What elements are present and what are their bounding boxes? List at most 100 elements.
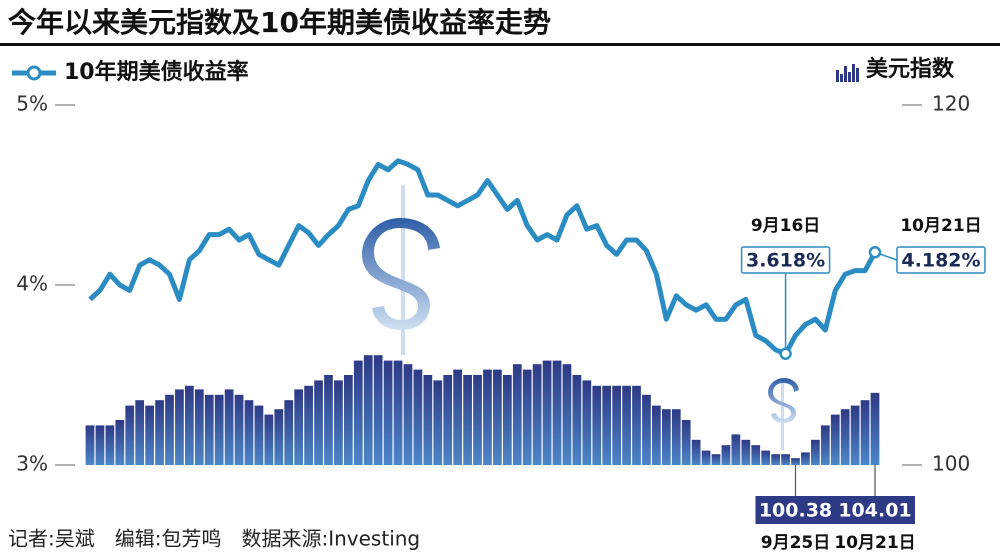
legend-swatch: [856, 68, 859, 82]
legend-label: 美元指数: [866, 56, 955, 82]
bar: [403, 364, 413, 465]
y2-tick-label: 120: [932, 92, 970, 116]
bar: [781, 454, 790, 465]
bar: [85, 425, 95, 465]
callout-box: [896, 246, 986, 274]
bar: [771, 454, 781, 465]
bar: [612, 385, 622, 465]
bar: [801, 452, 810, 465]
legend-swatch: [840, 74, 843, 82]
date-label: 10月21日: [900, 216, 981, 236]
bar: [731, 434, 741, 465]
bar: [751, 445, 761, 465]
bar: [393, 360, 403, 465]
bar: [254, 405, 264, 465]
legend-swatch: [844, 66, 847, 82]
bar: [632, 385, 641, 465]
bar: [304, 385, 313, 465]
bar: [860, 400, 870, 465]
callout-box: [740, 246, 831, 274]
bar: [483, 369, 492, 465]
y-tick-label: 3%: [16, 452, 48, 476]
value-label: 100.38: [759, 500, 832, 522]
bar: [264, 414, 274, 465]
bar: [115, 420, 125, 465]
bar: [582, 380, 592, 465]
bar: [493, 369, 502, 465]
bar: [334, 380, 343, 465]
bar: [602, 385, 612, 465]
bar: [761, 450, 771, 465]
legend-swatch: [852, 64, 855, 82]
bar: [343, 375, 353, 465]
bar: [721, 445, 731, 465]
bar: [165, 394, 174, 465]
footer: 记者:吴斌 编辑:包芳鸣 数据来源:Investing: [8, 527, 420, 551]
bar: [552, 360, 562, 465]
point-marker: [779, 347, 792, 361]
bar: [542, 360, 552, 465]
bar: [463, 375, 472, 465]
bar: [234, 394, 244, 465]
bar: [502, 375, 512, 465]
callout-box: [755, 496, 836, 524]
bar: [870, 392, 880, 465]
bar: [413, 369, 423, 465]
y2-tick-label: 100: [932, 452, 970, 476]
bar: [453, 369, 463, 465]
bar: [811, 439, 820, 465]
bar: [184, 385, 194, 465]
bar: [642, 394, 651, 465]
bar: [791, 458, 800, 465]
chart-title: 今年以来美元指数及10年期美债收益率走势: [8, 6, 551, 39]
bar: [175, 389, 184, 465]
bar: [155, 400, 164, 465]
legend-swatch: [26, 65, 42, 81]
bar: [830, 414, 840, 465]
dollar-decoration: [362, 185, 799, 450]
legend-swatch: [848, 72, 851, 82]
bar: [244, 400, 254, 465]
date-label: 9月25日: [761, 533, 831, 553]
bar: [135, 400, 145, 465]
bar: [681, 420, 691, 465]
bar: [572, 375, 582, 465]
bar: [194, 389, 204, 465]
value-label: 4.182%: [901, 250, 980, 272]
bar: [373, 355, 383, 465]
bar: [125, 405, 135, 465]
bar: [95, 425, 105, 465]
value-label: 3.618%: [746, 250, 825, 272]
bar: [661, 409, 671, 465]
bar: [671, 409, 681, 465]
bar: [701, 450, 711, 465]
bar: [145, 405, 154, 465]
date-label: 9月16日: [751, 216, 821, 236]
bar: [284, 400, 294, 465]
bar: [353, 360, 363, 465]
bar: [512, 364, 522, 465]
bar: [473, 375, 482, 465]
bar: [691, 439, 701, 465]
bar: [622, 385, 631, 465]
bar: [820, 425, 830, 465]
bar: [741, 439, 751, 465]
y-tick-label: 5%: [16, 92, 48, 116]
bar: [443, 375, 453, 465]
bar: [592, 385, 602, 465]
yield-line: [88, 158, 878, 357]
bar: [105, 425, 115, 465]
bar: [522, 369, 532, 465]
bar: [324, 375, 333, 465]
bar: [274, 409, 284, 465]
value-label: 104.01: [838, 500, 911, 522]
bar: [711, 454, 721, 465]
title-rule: [0, 43, 1000, 46]
y-tick-label: 4%: [16, 272, 48, 296]
bar: [314, 380, 323, 465]
bar: [294, 389, 304, 465]
bar: [224, 389, 234, 465]
bar: [433, 380, 443, 465]
